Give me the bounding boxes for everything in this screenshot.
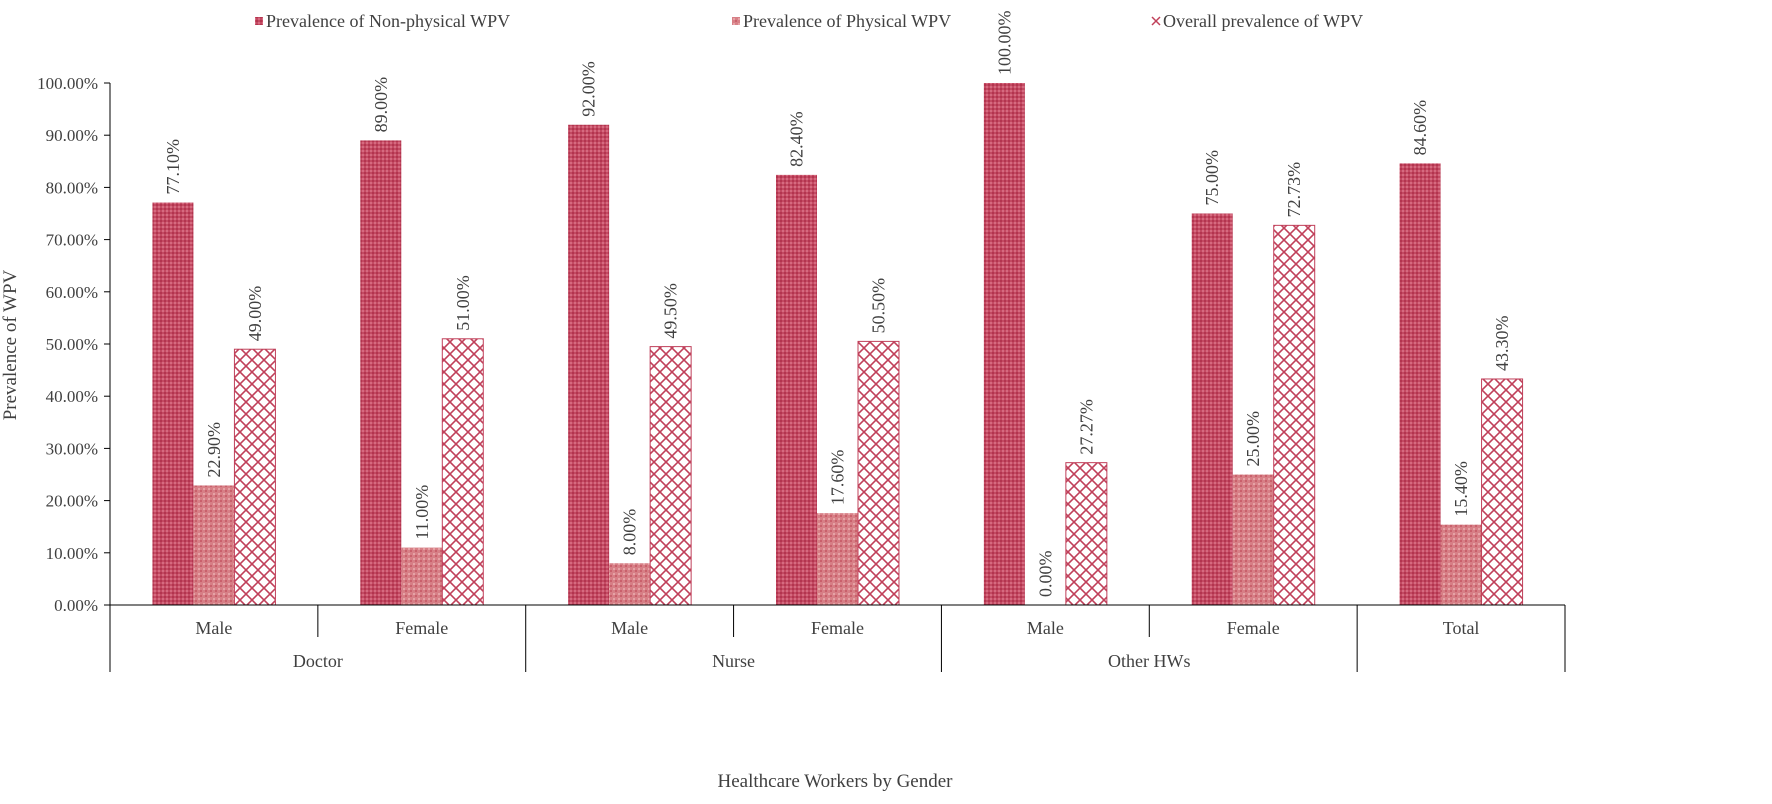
data-label-series-3-cat-3: 49.50% (661, 283, 681, 339)
x-category-label: Female (395, 618, 448, 638)
bar-series-3-cat-4 (857, 340, 900, 606)
x-group-label: Other HWs (1108, 651, 1190, 671)
y-tick-label: 80.00% (46, 178, 98, 197)
data-label-series-1-cat-4: 82.40% (787, 111, 807, 167)
data-label-series-2-cat-7: 15.40% (1451, 461, 1471, 517)
data-label-series-3-cat-1: 49.00% (245, 286, 265, 342)
bar-series-1-cat-2 (360, 140, 402, 606)
bar-series-1-cat-4 (776, 174, 817, 605)
bar-series-1-cat-6 (1191, 213, 1233, 605)
legend: Prevalence of Non-physical WPV Prevalence… (255, 11, 1363, 31)
x-category-label: Total (1443, 618, 1480, 638)
x-axis-title: Healthcare Workers by Gender (718, 771, 954, 792)
y-tick-label: 60.00% (46, 283, 98, 302)
x-category-label: Female (811, 618, 864, 638)
data-label-series-3-cat-5: 27.27% (1076, 399, 1096, 455)
data-label-series-2-cat-4: 17.60% (828, 450, 848, 506)
data-label-series-2-cat-1: 22.90% (204, 422, 224, 478)
data-label-series-3-cat-4: 50.50% (869, 278, 889, 334)
y-tick-label: 20.00% (46, 492, 98, 511)
bar-series-1-cat-1 (152, 202, 194, 605)
y-tick-label: 30.00% (46, 439, 98, 458)
data-label-series-3-cat-7: 43.30% (1492, 315, 1512, 371)
bar-series-2-cat-7 (1440, 524, 1482, 605)
x-category-label: Male (195, 618, 232, 638)
data-label-series-1-cat-1: 77.10% (163, 139, 183, 195)
bar-series-2-cat-1 (193, 485, 235, 605)
bar-series-1-cat-3 (568, 124, 610, 605)
x-category-label: Female (1227, 618, 1280, 638)
y-tick-label: 10.00% (46, 544, 98, 563)
bar-series-2-cat-4 (817, 513, 858, 605)
data-labels: 77.10% 89.00% 92.00% 82.40% 100.00% 75.00% 84.… (163, 10, 1512, 597)
legend-label-1: Prevalence of Non-physical WPV (266, 11, 510, 31)
y-tick-label: 90.00% (46, 126, 98, 145)
y-tick-label: 50.00% (46, 335, 98, 354)
x-group-label: Nurse (712, 651, 755, 671)
x-axis: Male Female Male Female Male Female Total Docto… (109, 604, 1566, 672)
x-group-label: Doctor (293, 651, 343, 671)
y-tick-label: 70.00% (46, 231, 98, 250)
data-label-series-1-cat-5: 100.00% (994, 10, 1014, 75)
data-label-series-2-cat-6: 25.00% (1243, 411, 1263, 467)
bar-series-3-cat-7 (1481, 378, 1524, 606)
bar-series-3-cat-2 (441, 338, 484, 606)
bar-series-2-cat-3 (609, 563, 651, 605)
x-category-label: Male (1027, 618, 1064, 638)
bar-series-3-cat-3 (649, 346, 692, 606)
y-tick-label: 100.00% (37, 74, 98, 93)
legend-swatch-mark (1151, 16, 1161, 26)
data-label-series-3-cat-6: 72.73% (1284, 162, 1304, 218)
bar-series-3-cat-6 (1273, 224, 1316, 606)
y-axis: 0.00% 10.00% 20.00% 30.00% 40.00% 50.00% 60.00… (37, 74, 111, 615)
data-label-series-2-cat-5: 0.00% (1035, 551, 1055, 598)
legend-label-3: Overall prevalence of WPV (1163, 11, 1363, 31)
legend-swatch-1 (255, 17, 263, 25)
legend-label-2: Prevalence of Physical WPV (743, 11, 951, 31)
y-tick-label: 0.00% (54, 596, 98, 615)
data-label-series-2-cat-2: 11.00% (412, 485, 432, 540)
bars (152, 83, 1524, 606)
y-tick-label: 40.00% (46, 387, 98, 406)
legend-swatch-2 (732, 17, 740, 25)
data-label-series-1-cat-7: 84.60% (1410, 100, 1430, 156)
data-label-series-1-cat-6: 75.00% (1202, 150, 1222, 206)
bar-series-3-cat-1 (233, 348, 276, 606)
bar-series-3-cat-5 (1065, 462, 1108, 606)
y-axis-title: Prevalence of WPV (0, 269, 21, 420)
data-label-series-1-cat-2: 89.00% (371, 77, 391, 133)
data-label-series-3-cat-2: 51.00% (453, 275, 473, 331)
bar-series-2-cat-2 (401, 547, 443, 605)
bar-series-1-cat-7 (1399, 163, 1441, 605)
bar-series-1-cat-5 (983, 83, 1025, 605)
x-category-label: Male (611, 618, 648, 638)
data-label-series-2-cat-3: 8.00% (620, 509, 640, 556)
bar-series-2-cat-6 (1232, 474, 1274, 605)
data-label-series-1-cat-3: 92.00% (579, 61, 599, 117)
